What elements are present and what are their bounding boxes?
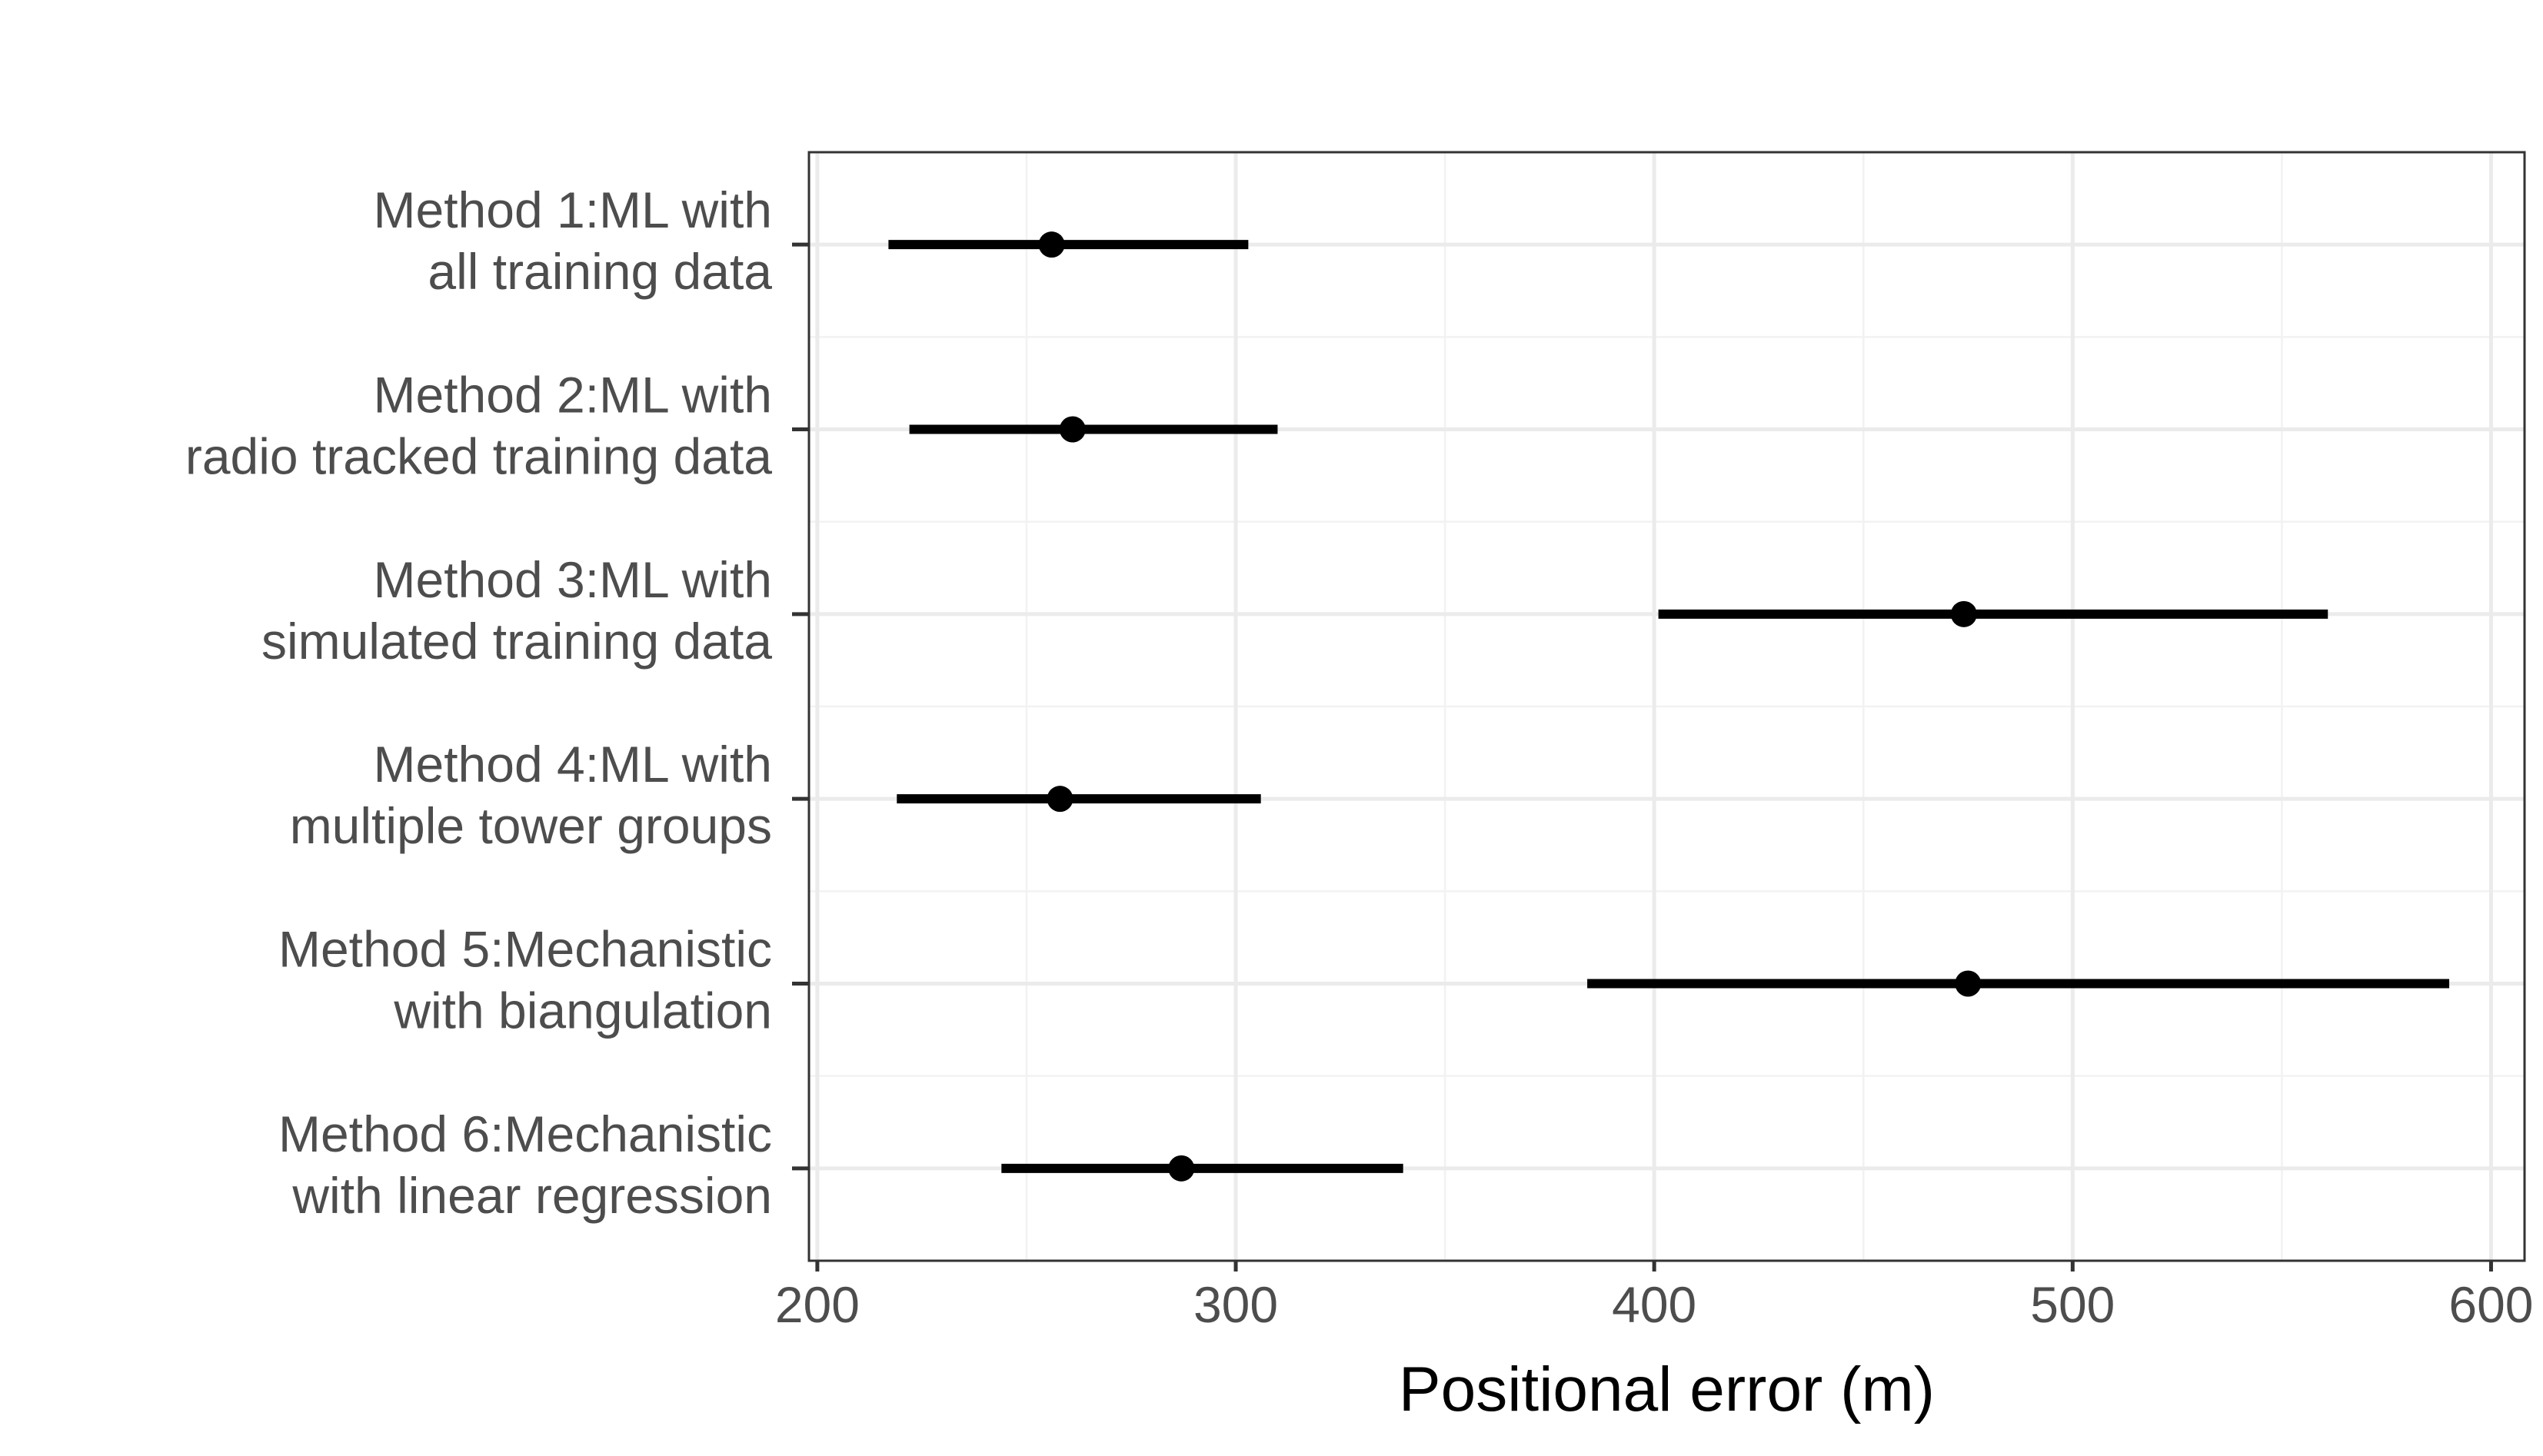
data-point <box>1038 231 1065 258</box>
y-tick-label-line: Method 5:Mechanistic <box>278 921 772 978</box>
y-tick-label: Method 5:Mechanistic with biangulation <box>278 921 772 1039</box>
data-point <box>1168 1155 1195 1182</box>
y-tick-label-line: with biangulation <box>393 982 772 1039</box>
panel-border <box>807 151 2526 1262</box>
y-tick-label: Method 2:ML with radio tracked training d… <box>185 367 772 485</box>
grid-layer <box>809 152 2525 1261</box>
x-tick-label: 300 <box>1193 1276 1278 1333</box>
y-tick-label-line: multiple tower groups <box>290 797 772 854</box>
data-point <box>1955 970 1982 997</box>
axis-layer: 200 300 400 500 600 Method 1:ML with all train… <box>185 181 2534 1333</box>
y-tick-label-line: with linear regression <box>291 1167 772 1224</box>
data-point <box>1047 786 1073 813</box>
x-axis-title: Positional error (m) <box>1399 1355 1935 1424</box>
y-tick-label-line: Method 6:Mechanistic <box>278 1105 772 1162</box>
data-point <box>1950 600 1977 627</box>
y-tick-label-line: simulated training data <box>261 613 772 670</box>
x-tick-label: 400 <box>1612 1276 1696 1333</box>
y-tick-label-line: Method 4:ML with <box>374 736 772 793</box>
y-tick-label: Method 6:Mechanistic with linear regressi… <box>278 1105 772 1224</box>
y-tick-label: Method 1:ML with all training data <box>374 181 773 300</box>
y-tick-label: Method 4:ML with multiple tower groups <box>290 736 772 854</box>
y-tick-label-line: Method 1:ML with <box>374 181 772 238</box>
y-tick-label-line: all training data <box>428 243 772 300</box>
x-tick-label: 200 <box>775 1276 860 1333</box>
y-tick-label: Method 3:ML with simulated training data <box>261 551 772 670</box>
data-layer <box>888 231 2450 1182</box>
y-tick-label-line: Method 3:ML with <box>374 551 772 608</box>
y-tick-label-line: radio tracked training data <box>185 428 772 485</box>
x-tick-label: 600 <box>2448 1276 2533 1333</box>
data-point <box>1059 416 1086 443</box>
x-tick-label: 500 <box>2030 1276 2115 1333</box>
y-tick-label-line: Method 2:ML with <box>374 367 772 424</box>
